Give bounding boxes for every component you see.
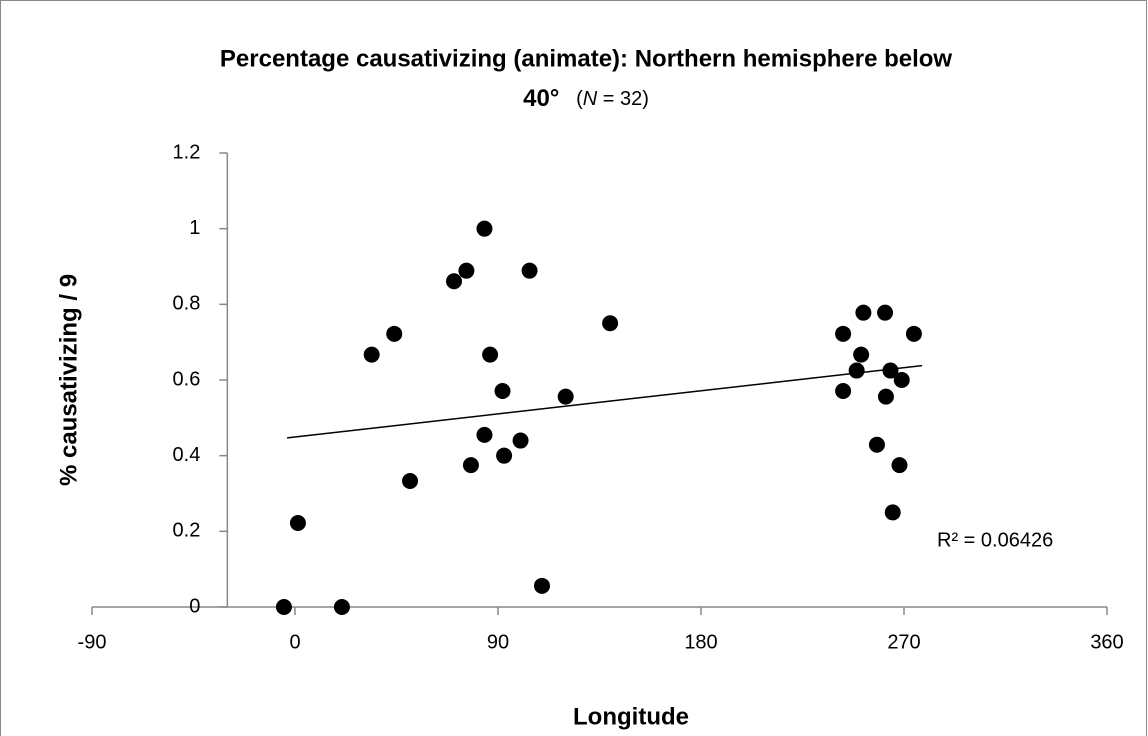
point (289, 515, 306, 532)
spacer (559, 88, 576, 110)
annotation: R² = 0.06426 (937, 529, 1053, 551)
point (602, 315, 619, 332)
point (868, 436, 885, 453)
chart-title: Percentage causativizing (animate): Nort… (220, 45, 953, 72)
point (402, 473, 419, 490)
point (482, 346, 499, 363)
title-part: 40° (523, 85, 559, 112)
point (363, 346, 380, 363)
y-tick-label: 0.6 (173, 368, 201, 390)
point (853, 346, 870, 363)
trendline (287, 364, 923, 439)
point (386, 325, 403, 342)
point (893, 372, 910, 388)
x-tick-label: 0 (289, 631, 300, 653)
point (275, 599, 292, 615)
y-tick-label: 0.2 (173, 520, 201, 542)
point (855, 304, 872, 321)
point (458, 262, 475, 279)
y-tick-label: 0.4 (173, 444, 201, 466)
point (557, 388, 574, 405)
point (333, 599, 350, 615)
point (446, 273, 463, 290)
x-tick-label: 90 (487, 631, 509, 653)
point (835, 325, 852, 342)
point (848, 362, 865, 379)
point (494, 382, 511, 399)
x-tick-label: 360 (1090, 631, 1123, 653)
point (884, 504, 901, 521)
point (877, 388, 894, 405)
point (476, 220, 493, 237)
point (476, 426, 493, 443)
title-suffix: ( (576, 88, 583, 110)
point (905, 325, 922, 342)
point (891, 457, 908, 474)
point (877, 304, 894, 321)
title-suffix: N (583, 88, 598, 110)
x-tick-label: 180 (684, 631, 717, 653)
chart-title-line2: 40° (N = 32) (523, 85, 649, 112)
x-tick-label: 270 (887, 631, 920, 653)
y-tick-label: 0 (189, 595, 200, 617)
point (533, 577, 550, 594)
point (496, 447, 513, 464)
y-tick-label: 0.8 (173, 293, 201, 315)
point (512, 432, 529, 449)
y-axis-label: % causativizing / 9 (55, 274, 82, 486)
point (882, 362, 899, 379)
title-suffix: = 32) (597, 88, 649, 110)
point (835, 382, 852, 399)
point (462, 457, 479, 474)
y-tick-label: 1 (189, 217, 200, 239)
x-axis-label: Longitude (573, 703, 689, 730)
x-tick-label: -90 (78, 631, 107, 653)
point (521, 262, 538, 279)
y-tick-label: 1.2 (173, 141, 201, 163)
